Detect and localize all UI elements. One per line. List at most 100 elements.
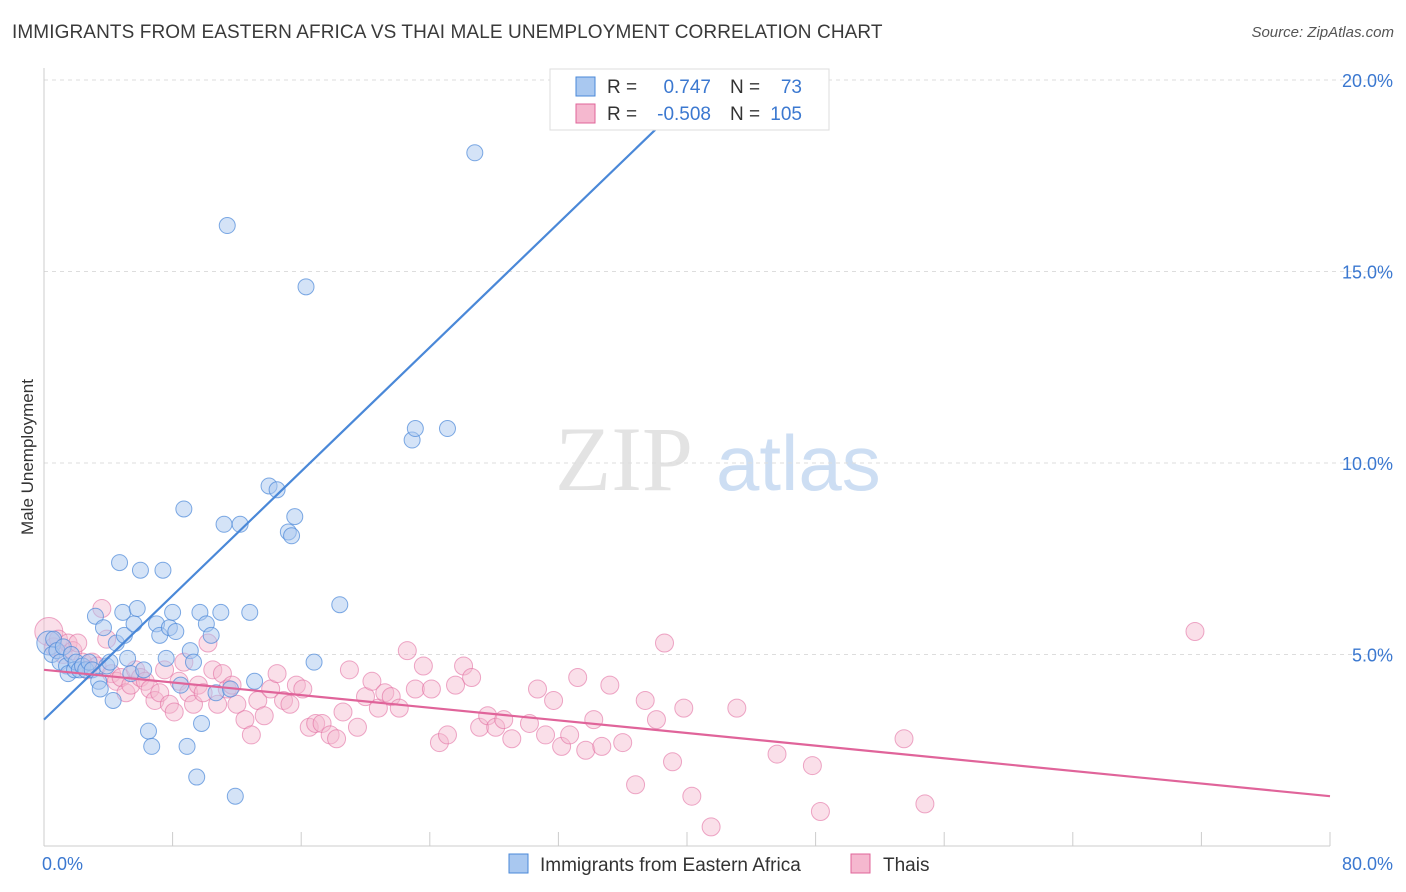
point-thais [802, 756, 822, 776]
point-thais [592, 736, 612, 756]
point-thais [293, 679, 313, 699]
point-eastern-africa [231, 515, 249, 533]
point-eastern-africa [128, 600, 146, 618]
watermark-zip: ZIP [555, 408, 693, 510]
point-eastern-africa [135, 661, 153, 679]
point-thais [405, 679, 425, 699]
point-eastern-africa [305, 653, 323, 671]
point-eastern-africa [215, 515, 233, 533]
point-eastern-africa [104, 691, 122, 709]
point-eastern-africa [139, 722, 157, 740]
point-eastern-africa [406, 420, 424, 438]
point-thais [576, 740, 596, 760]
stats-legend-blue-swatch [575, 76, 596, 97]
tick-labels: 5.0% 10.0% 15.0% 20.0% 0.0% 80.0% [42, 71, 1393, 874]
point-eastern-africa [178, 737, 196, 755]
y-tick-label: 15.0% [1342, 263, 1393, 283]
point-eastern-africa [175, 500, 193, 518]
stats-n-value-2: 105 [770, 104, 802, 125]
point-thais [486, 717, 506, 737]
point-thais [362, 671, 382, 691]
point-eastern-africa [193, 714, 211, 732]
chart-source: Source: ZipAtlas.com [1251, 24, 1394, 41]
point-thais [389, 698, 409, 718]
point-eastern-africa [101, 653, 119, 671]
point-thais [1185, 622, 1205, 642]
stats-n-label-1: N = [730, 77, 760, 98]
point-eastern-africa [172, 676, 190, 694]
point-thais [413, 656, 433, 676]
point-eastern-africa [91, 680, 109, 698]
legend-label-thais: Thais [883, 855, 929, 876]
legend-swatch-thais [850, 853, 871, 874]
point-thais [663, 752, 683, 772]
point-thais [333, 702, 353, 722]
point-eastern-africa [167, 623, 185, 641]
trendline-thais [43, 668, 1331, 798]
point-thais [727, 698, 747, 718]
stats-r-label-1: R = [607, 77, 637, 98]
series-legend: Immigrants from Eastern Africa Thais [508, 853, 929, 876]
point-eastern-africa [164, 603, 182, 621]
point-eastern-africa [438, 420, 456, 438]
y-axis-label: Male Unemployment [18, 379, 37, 535]
point-thais [613, 733, 633, 753]
chart-title: IMMIGRANTS FROM EASTERN AFRICA VS THAI M… [12, 22, 883, 43]
point-eastern-africa [246, 672, 264, 690]
trendlines [43, 98, 1331, 798]
point-eastern-africa [212, 603, 230, 621]
point-thais [810, 802, 830, 822]
point-thais [478, 706, 498, 726]
point-thais [470, 717, 490, 737]
point-thais [502, 729, 522, 749]
point-thais [701, 817, 721, 837]
point-thais [267, 664, 287, 684]
point-thais [227, 694, 247, 714]
stats-r-value-1: 0.747 [663, 77, 711, 98]
point-eastern-africa [331, 596, 349, 614]
point-thais [437, 725, 457, 745]
point-thais [327, 729, 347, 749]
y-tick-label: 5.0% [1352, 646, 1393, 666]
point-thais [682, 786, 702, 806]
point-eastern-africa [283, 527, 301, 545]
stats-legend: R = 0.747 N = 73 R = -0.508 N = 105 [549, 68, 830, 131]
point-thais [306, 713, 326, 733]
point-eastern-africa [286, 508, 304, 526]
point-thais [241, 725, 261, 745]
point-eastern-africa [188, 768, 206, 786]
point-eastern-africa [111, 554, 129, 572]
point-thais [528, 679, 548, 699]
point-eastern-africa [94, 619, 112, 637]
point-thais [429, 733, 449, 753]
x-tick-label: 0.0% [42, 854, 83, 874]
point-thais [894, 729, 914, 749]
point-thais [254, 706, 274, 726]
point-thais [568, 667, 588, 687]
point-thais [560, 725, 580, 745]
point-eastern-africa [125, 615, 143, 633]
point-eastern-africa [241, 603, 259, 621]
point-thais [544, 690, 564, 710]
point-thais [635, 690, 655, 710]
point-eastern-africa [297, 278, 315, 296]
point-thais [626, 775, 646, 795]
point-eastern-africa [131, 561, 149, 579]
point-thais [454, 656, 474, 676]
point-thais [600, 675, 620, 695]
point-eastern-africa [119, 649, 137, 667]
stats-n-value-1: 73 [781, 77, 802, 98]
point-thais [347, 717, 367, 737]
x-tick-label: 80.0% [1342, 854, 1393, 874]
point-eastern-africa [86, 607, 104, 625]
gridlines [44, 79, 1390, 655]
stats-n-label-2: N = [730, 104, 760, 125]
point-eastern-africa [143, 737, 161, 755]
stats-r-value-2: -0.508 [657, 104, 711, 125]
stats-r-label-2: R = [607, 104, 637, 125]
point-eastern-africa [466, 144, 484, 162]
point-eastern-africa [154, 561, 172, 579]
y-tick-label: 20.0% [1342, 71, 1393, 91]
point-thais [446, 675, 466, 695]
trendline-eastern-africa [43, 98, 688, 721]
